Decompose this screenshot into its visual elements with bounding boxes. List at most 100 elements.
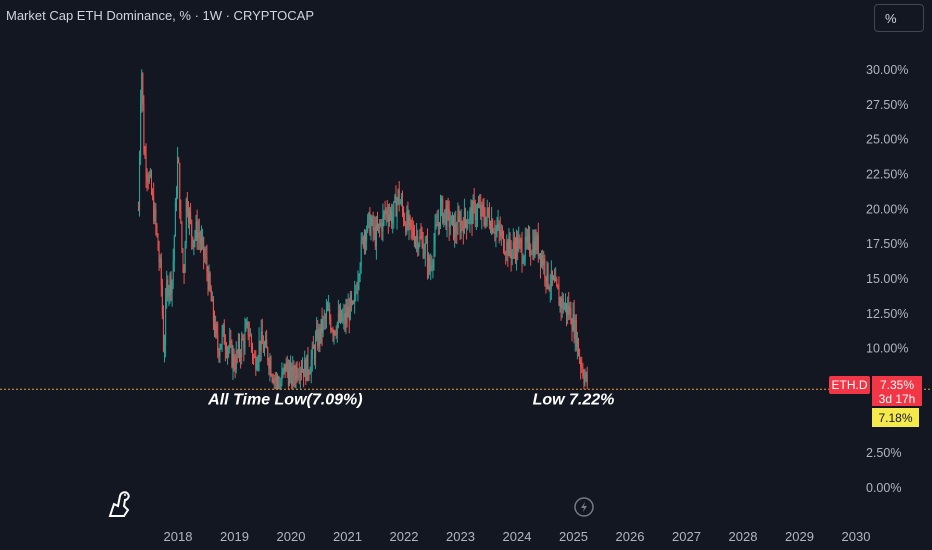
candle-body bbox=[242, 338, 244, 340]
candle-body bbox=[383, 212, 385, 215]
candle-body bbox=[207, 271, 209, 290]
candle-body bbox=[227, 349, 229, 355]
candle-body bbox=[387, 214, 389, 221]
candle-body bbox=[159, 258, 161, 262]
candle-body bbox=[255, 356, 257, 370]
candle-body bbox=[584, 377, 586, 383]
candle-body bbox=[525, 236, 527, 242]
candle-body bbox=[234, 367, 236, 370]
candle-body bbox=[200, 238, 202, 244]
candle-body bbox=[547, 263, 549, 287]
candle-body bbox=[448, 208, 450, 228]
candle-body bbox=[432, 262, 434, 267]
candle-body bbox=[247, 321, 249, 336]
candle-body bbox=[519, 239, 521, 241]
candle-body bbox=[501, 231, 503, 233]
candle-body bbox=[333, 330, 335, 336]
candle-body bbox=[294, 375, 296, 380]
candle-body bbox=[367, 216, 369, 232]
candle-body bbox=[228, 348, 230, 350]
candle-body bbox=[475, 216, 477, 221]
candle-body bbox=[397, 189, 399, 201]
candle-body bbox=[362, 236, 364, 247]
x-tick-label: 2020 bbox=[277, 529, 306, 544]
candle-body bbox=[541, 255, 543, 265]
candle-body bbox=[230, 341, 232, 343]
candle-body bbox=[222, 324, 224, 332]
candle-body bbox=[158, 250, 160, 262]
candle-body bbox=[335, 333, 337, 335]
candle-body bbox=[183, 268, 185, 273]
candle-body bbox=[252, 346, 254, 357]
candle-body bbox=[394, 196, 396, 202]
candle-body bbox=[487, 208, 489, 215]
candle-body bbox=[579, 355, 581, 361]
candle-body bbox=[370, 223, 372, 235]
candle-body bbox=[351, 301, 353, 303]
candles bbox=[137, 69, 588, 390]
candle-body bbox=[560, 298, 562, 308]
candle-body bbox=[237, 341, 239, 354]
candle-body bbox=[381, 223, 383, 232]
candle-body bbox=[216, 323, 218, 334]
candle-body bbox=[266, 339, 268, 349]
candle-body bbox=[224, 344, 226, 350]
candle-body bbox=[546, 263, 548, 282]
candle-body bbox=[241, 338, 243, 358]
candle-body bbox=[306, 354, 308, 381]
candle-body bbox=[195, 222, 197, 236]
candle-body bbox=[308, 372, 310, 375]
candle-body bbox=[288, 370, 290, 385]
candle-body bbox=[555, 278, 557, 282]
x-tick-label: 2028 bbox=[729, 529, 758, 544]
candle-body bbox=[558, 289, 560, 306]
candle-body bbox=[459, 219, 461, 233]
candle-body bbox=[250, 335, 252, 347]
candle-body bbox=[366, 231, 368, 242]
candle-body bbox=[346, 311, 348, 318]
candle-body bbox=[292, 365, 294, 385]
candle-body bbox=[360, 240, 362, 267]
x-tick-label: 2027 bbox=[672, 529, 701, 544]
candle-body bbox=[307, 354, 309, 373]
candle-body bbox=[355, 292, 357, 294]
candle-body bbox=[444, 209, 446, 213]
candle-body bbox=[268, 360, 270, 369]
candle-body bbox=[178, 159, 180, 163]
candle-body bbox=[235, 351, 237, 370]
x-tick-label: 2021 bbox=[333, 529, 362, 544]
candle-body bbox=[399, 202, 401, 204]
scale-toggle-button[interactable]: % bbox=[874, 4, 924, 32]
candle-body bbox=[433, 244, 435, 263]
candle-body bbox=[498, 223, 500, 230]
candle-body bbox=[457, 215, 459, 234]
candle-body bbox=[245, 325, 247, 331]
candle-body bbox=[356, 292, 358, 294]
candle-body bbox=[409, 216, 411, 221]
candle-body bbox=[407, 211, 409, 227]
last-price-tag: 7.35% 3d 17h bbox=[872, 376, 922, 406]
candle-body bbox=[269, 360, 271, 369]
candle-body bbox=[563, 306, 565, 310]
candle-body bbox=[445, 209, 447, 228]
y-tick-label: 27.50% bbox=[866, 98, 908, 112]
candle-body bbox=[322, 318, 324, 333]
candle-body bbox=[488, 214, 490, 226]
candle-body bbox=[353, 301, 355, 303]
candle-body bbox=[511, 250, 513, 259]
lightning-icon[interactable] bbox=[574, 497, 594, 517]
candle-body bbox=[310, 359, 312, 374]
candle-body bbox=[271, 375, 273, 379]
candle-body bbox=[384, 212, 386, 214]
candle-body bbox=[392, 217, 394, 224]
tradingview-logo-icon[interactable] bbox=[108, 491, 130, 517]
candle-body bbox=[190, 211, 192, 221]
candle-body bbox=[290, 366, 292, 371]
candle-body bbox=[337, 313, 339, 323]
candle-body bbox=[361, 236, 363, 241]
candle-body bbox=[316, 329, 318, 339]
candle-body bbox=[535, 237, 537, 251]
candle-body bbox=[165, 300, 167, 346]
candle-body bbox=[382, 214, 384, 232]
